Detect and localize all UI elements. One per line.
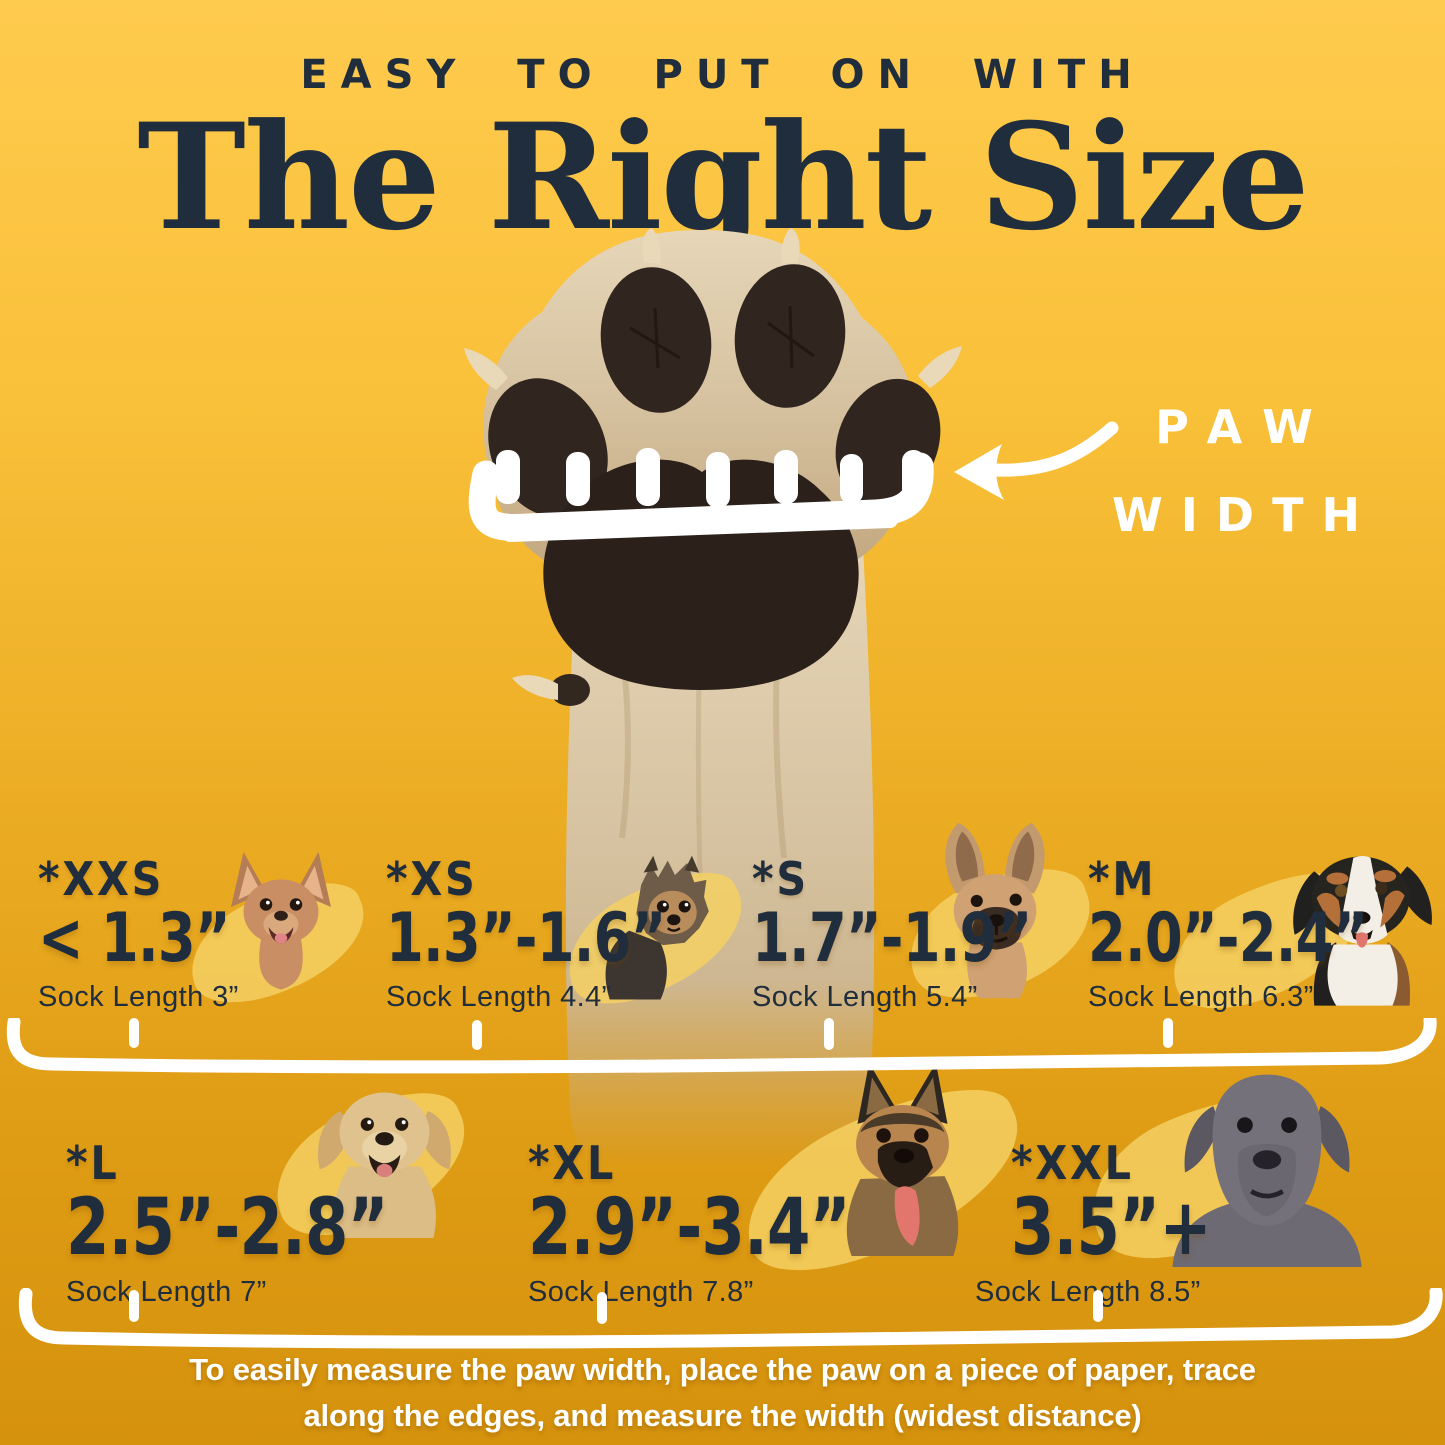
paw-width-label: PAW WIDTH	[1080, 404, 1410, 538]
paw-width-line2: WIDTH	[1112, 488, 1378, 542]
paw-width-arrow-icon	[954, 421, 1119, 500]
size-cell-m: *M 2.0”-2.4” Sock Length 6.3”	[1088, 856, 1438, 1014]
dog-photo-yorkshire-terrier-puppy	[588, 848, 733, 1000]
dog-photo-chihuahua	[202, 842, 360, 992]
size-cell-s: *S 1.7”-1.9” Sock Length 5.4”	[752, 856, 1102, 1014]
paw-width-line1: PAW	[1155, 400, 1335, 454]
row1-size-bracket	[6, 1018, 1437, 1074]
dog-photo-australian-shepherd	[1280, 820, 1445, 1008]
dog-photo-great-dane	[1138, 1062, 1396, 1267]
paw-width-range: 2.9”-3.4”	[528, 1183, 851, 1273]
size-label: *XXL	[1011, 1136, 1134, 1190]
sock-length: Sock Length 8.5”	[975, 1276, 1201, 1309]
header-kicker: EASY TO PUT ON WITH	[300, 52, 1145, 98]
sock-length: Sock Length 7”	[66, 1276, 267, 1309]
dog-paw-photo	[430, 228, 970, 1168]
paw-width-range: 3.5”+	[1011, 1183, 1212, 1273]
sock-length: Sock Length 5.4”	[752, 981, 978, 1014]
size-label: *S	[752, 852, 809, 906]
paw-illustration	[464, 228, 962, 1168]
dog-photo-german-shepherd	[790, 1060, 1015, 1256]
paw-width-range: 2.5”-2.8”	[66, 1183, 389, 1273]
size-cell-xxs: *XXS < 1.3” Sock Length 3”	[38, 856, 278, 1014]
measure-instructions-line2: along the edges, and measure the width (…	[303, 1398, 1142, 1433]
sock-length: Sock Length 3”	[38, 981, 239, 1014]
paw-width-range: 1.7”-1.9”	[752, 899, 1032, 978]
measure-instructions-line1: To easily measure the paw width, place t…	[189, 1352, 1256, 1387]
sock-length: Sock Length 6.3”	[1088, 981, 1314, 1014]
size-cell-l: *L 2.5”-2.8” Sock Length 7”	[66, 1140, 468, 1309]
paw-width-range: 2.0”-2.4”	[1088, 899, 1368, 978]
size-label: *XL	[528, 1136, 617, 1190]
row2-size-bracket	[18, 1288, 1443, 1349]
sock-length: Sock Length 4.4”	[386, 981, 612, 1014]
paw-width-measure-line	[468, 448, 934, 542]
size-label: *XS	[386, 852, 478, 906]
paw-width-range: < 1.3”	[38, 899, 231, 978]
size-cell-xxl: *XXL 3.5”+ Sock Length 8.5”	[975, 1140, 1261, 1309]
size-label: *L	[66, 1136, 120, 1190]
size-cell-xl: *XL 2.9”-3.4” Sock Length 7.8”	[528, 1140, 930, 1309]
sock-length: Sock Length 7.8”	[528, 1276, 754, 1309]
dog-photo-golden-retriever	[282, 1066, 487, 1238]
size-label: *M	[1088, 852, 1157, 906]
dog-photo-french-bulldog	[922, 812, 1068, 1002]
size-cell-xs: *XS 1.3”-1.6” Sock Length 4.4”	[386, 856, 736, 1014]
paw-width-range: 1.3”-1.6”	[386, 899, 666, 978]
size-label: *XXS	[38, 852, 165, 906]
